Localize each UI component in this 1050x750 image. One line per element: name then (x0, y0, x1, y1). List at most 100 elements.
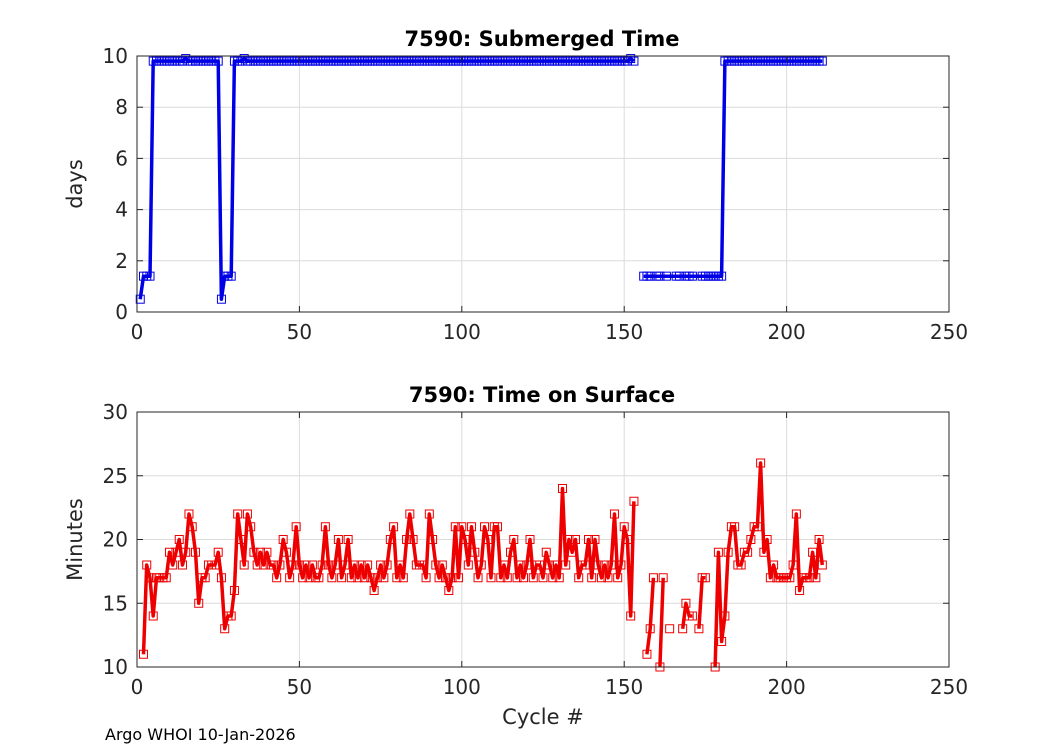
data-point (434, 573, 444, 583)
data-point (164, 547, 174, 557)
data-point (512, 573, 522, 583)
data-point (249, 547, 259, 557)
data-point (648, 573, 658, 583)
data-point (441, 573, 451, 583)
data-point (811, 573, 821, 583)
data-point (395, 560, 405, 570)
data-point (272, 573, 282, 583)
data-point (350, 560, 360, 570)
data-point (687, 271, 697, 281)
submerged-time-chart: 0 50 100 150 200 250 0 2 4 6 8 10 7590: Submerged Ti… (63, 27, 968, 344)
data-point (583, 535, 593, 544)
data-point (470, 547, 480, 557)
data-point (603, 573, 613, 583)
data-point (236, 56, 246, 66)
data-point (723, 547, 733, 557)
data-point (538, 573, 548, 583)
data-point (580, 560, 590, 570)
data-point (596, 573, 606, 583)
data-point (210, 560, 220, 570)
data-point (564, 535, 574, 544)
data-point (324, 560, 334, 570)
data-point (678, 624, 688, 634)
data-point (619, 522, 629, 532)
data-point (190, 547, 200, 557)
x-tick-label: 100 (443, 320, 481, 344)
data-point (817, 560, 827, 570)
data-point (298, 573, 308, 583)
data-point (181, 547, 191, 557)
data-point (506, 547, 516, 557)
data-point (544, 560, 554, 570)
x-tick-label: 250 (930, 320, 968, 344)
data-point (285, 573, 295, 583)
y-tick-label: 25 (103, 464, 128, 488)
data-point (168, 560, 178, 570)
series-line (643, 59, 823, 278)
y-tick-label: 30 (103, 400, 128, 424)
data-point (320, 522, 330, 532)
data-point (687, 611, 697, 621)
data-point (700, 573, 710, 583)
y-tick-label: 2 (115, 249, 128, 273)
y-tick-label: 20 (103, 528, 128, 552)
data-point (457, 522, 467, 532)
data-point (587, 573, 597, 583)
data-point (496, 573, 506, 583)
data-point (655, 271, 665, 281)
data-point (515, 560, 525, 570)
x-axis-label: Cycle # (502, 705, 584, 729)
data-point (593, 560, 603, 570)
data-point (476, 560, 486, 570)
data-point (759, 547, 769, 557)
x-tick-label: 200 (768, 675, 806, 699)
data-point (226, 611, 236, 621)
data-point (499, 560, 509, 570)
data-point (720, 611, 730, 621)
data-point (343, 535, 353, 544)
data-point (408, 535, 418, 544)
data-point (551, 560, 561, 570)
data-point (379, 573, 389, 583)
y-tick-label: 0 (115, 300, 128, 324)
data-point (473, 573, 483, 583)
data-point (528, 573, 538, 583)
data-point (665, 624, 675, 634)
data-point (268, 560, 278, 570)
data-point (288, 560, 298, 570)
data-point (314, 573, 324, 583)
series-line (658, 577, 665, 668)
data-point (220, 624, 230, 634)
data-point (694, 624, 704, 634)
series-line (680, 601, 693, 630)
data-point (642, 649, 652, 659)
data-point (567, 547, 577, 557)
data-point (502, 573, 512, 583)
data-point (467, 522, 477, 532)
series-line (713, 461, 825, 668)
y-axis-label: Minutes (63, 498, 87, 581)
data-point (369, 586, 379, 595)
data-point (372, 573, 382, 583)
data-point (600, 560, 610, 570)
footer-credit: Argo WHOI 10-Jan-2026 (105, 725, 296, 744)
data-point (570, 535, 580, 544)
data-point (444, 586, 454, 595)
data-point (561, 560, 571, 570)
data-point (447, 573, 457, 583)
x-tick-label: 200 (768, 320, 806, 344)
data-point (554, 573, 564, 583)
data-point (424, 509, 434, 519)
chart-title: 7590: Time on Surface (409, 383, 675, 407)
data-point (629, 496, 639, 506)
data-point (376, 560, 386, 570)
data-point (363, 560, 373, 570)
data-point (713, 547, 723, 557)
data-point (229, 586, 239, 595)
data-point (519, 573, 529, 583)
data-point (795, 586, 805, 595)
x-tick-label: 0 (131, 320, 144, 344)
data-point (259, 560, 269, 570)
data-point (509, 535, 519, 544)
data-point (626, 54, 636, 64)
